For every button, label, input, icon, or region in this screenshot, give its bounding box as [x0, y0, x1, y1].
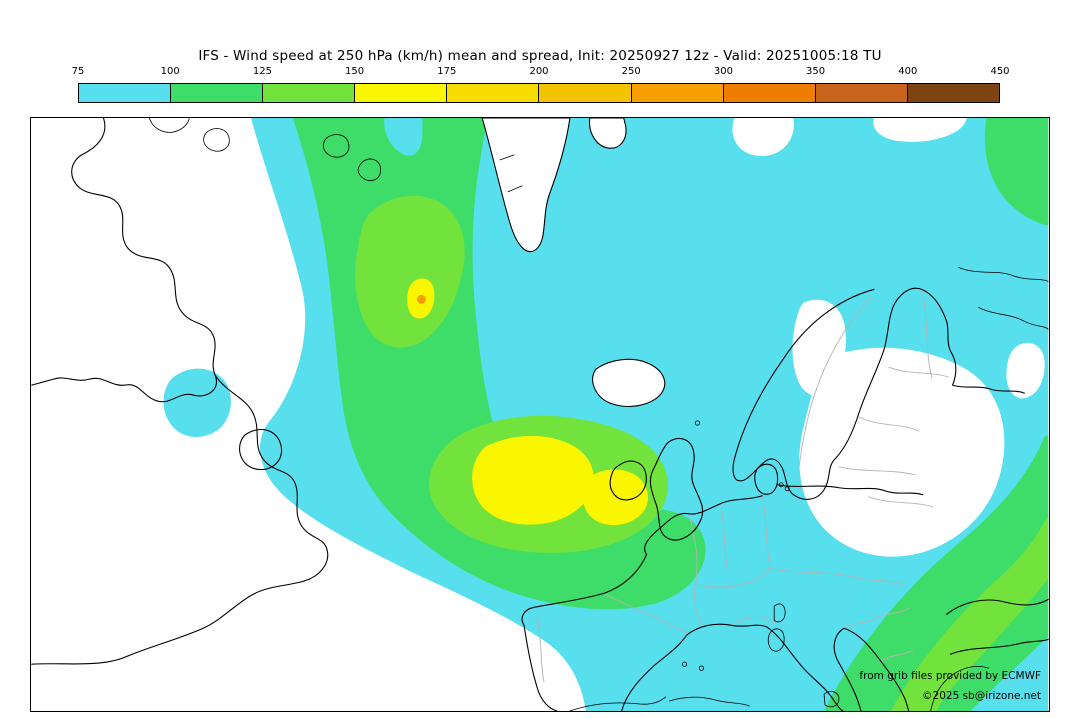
colorbar-tick-label: 450: [990, 66, 1010, 77]
coastline-hudson-bay: [31, 118, 217, 403]
border-pyrenees: [605, 593, 688, 634]
coastline-black-sea-south: [950, 638, 1049, 655]
clear-region-east-europe: [799, 347, 1005, 557]
colorbar-tick-label: 100: [160, 66, 180, 77]
colorbar-segment: [631, 84, 724, 102]
coastline-arctic-island-1: [322, 134, 350, 158]
coastline-morocco: [569, 696, 666, 711]
border-poland-ukraine: [769, 568, 904, 585]
spread-spot-orange: [416, 294, 426, 304]
coastline-kola-1: [958, 267, 1049, 282]
border-alps: [730, 616, 776, 626]
colorbar-segment: [539, 84, 632, 102]
colorbar-segment: [447, 84, 540, 102]
coastline-greenland: [481, 118, 571, 253]
clear-region-barents-west: [732, 118, 795, 157]
coastline-mediterranean-west: [621, 623, 844, 711]
coastline-black-sea-north: [946, 598, 1049, 615]
colorbar-tick-label: 400: [898, 66, 918, 77]
colorbar-tick-label: 75: [71, 66, 85, 77]
border-norway-sweden: [798, 296, 873, 468]
border-central-europe: [695, 568, 771, 588]
colorbar-tick-label: 125: [252, 66, 272, 77]
clear-region-scandinavia-inland: [792, 299, 846, 396]
attribution-source: from grib files provided by ECMWF: [859, 670, 1041, 682]
wind-region-cyan-west-atlantic: [163, 368, 231, 437]
coastline-aegean: [930, 666, 989, 711]
colorbar: 75 100 125 150 175 200 250 300 350 400 450: [72, 66, 1010, 103]
coastline-adriatic: [833, 627, 910, 711]
page-title: IFS - Wind speed at 250 hPa (km/h) mean …: [198, 48, 882, 64]
attribution-copyright: ©2025 sb@irizone.net: [922, 690, 1041, 702]
colorbar-tick-label: 200: [529, 66, 549, 77]
coastline-gulf-of-finland: [952, 384, 1025, 394]
coastline-algeria: [669, 696, 750, 707]
colorbar-segment: [171, 84, 264, 102]
jet-core-chartreuse-southeast: [890, 516, 1049, 711]
coastline-greenland-fjord-1: [499, 154, 515, 161]
clear-region-russia-small: [1006, 342, 1045, 399]
coastlines: [31, 118, 1049, 711]
coastline-arctic-island-2: [357, 158, 381, 181]
coastline-svalbard: [588, 118, 627, 149]
border-germany-east: [761, 495, 771, 569]
border-benelux-germany: [719, 503, 728, 569]
coastline-baffin-island-2: [203, 128, 230, 152]
coastline-norway-west: [732, 288, 875, 495]
colorbar-segments: [78, 83, 1000, 103]
coastline-baltic-south: [776, 484, 924, 496]
colorbar-labels: 75 100 125 150 175 200 250 300 350 400 450: [72, 66, 1010, 81]
wind-max-yellow-ireland: [582, 469, 649, 526]
coastline-greenland-fjord-2: [507, 185, 523, 193]
colorbar-tick-label: 350: [806, 66, 826, 77]
coastline-balearic-2: [698, 665, 705, 671]
jet-core-chartreuse-north: [355, 195, 465, 348]
colorbar-segment: [907, 84, 999, 102]
colorbar-segment: [723, 84, 816, 102]
border-balkans-1: [843, 607, 910, 629]
colorbar-segment: [79, 84, 172, 102]
coastline-ireland: [609, 460, 647, 501]
coastline-corsica: [773, 603, 786, 623]
coastline-great-britain: [649, 437, 704, 541]
coastline-danish-isle-2: [784, 486, 790, 492]
clear-region-barents-east: [873, 118, 967, 142]
coastline-denmark: [754, 463, 779, 495]
coastline-balearic-1: [681, 661, 688, 667]
coastline-newfoundland: [239, 428, 283, 471]
border-east-europe-3: [868, 496, 934, 508]
coastline-labrador: [31, 374, 329, 665]
coastline-iceland: [592, 358, 666, 407]
wind-max-yellow-west: [472, 435, 594, 525]
border-east-europe-1: [858, 416, 920, 432]
colorbar-segment: [263, 84, 356, 102]
colorbar-tick-label: 250: [621, 66, 641, 77]
coastline-sweden-baltic: [791, 287, 957, 500]
border-east-europe-4: [888, 366, 950, 378]
weather-map-canvas: [31, 118, 1049, 711]
colorbar-tick-label: 175: [437, 66, 457, 77]
map-frame: from grib files provided by ECMWF ©2025 …: [30, 117, 1050, 712]
coastline-sardinia: [767, 628, 785, 652]
border-balkans-2: [880, 649, 914, 662]
colorbar-segment: [355, 84, 448, 102]
colorbar-tick-label: 150: [345, 66, 365, 77]
coastline-shetland: [694, 420, 701, 426]
coastline-sicily: [823, 691, 840, 708]
border-portugal-spain: [536, 615, 545, 683]
jet-band-top-notch: [384, 118, 423, 156]
coastline-baffin-island-1: [148, 118, 190, 133]
border-finland-russia: [921, 288, 933, 378]
coastline-kola-2: [978, 306, 1049, 330]
colorbar-tick-label: 300: [713, 66, 733, 77]
wind-region-green-northeast-corner: [984, 118, 1049, 226]
border-east-europe-2: [838, 466, 916, 476]
colorbar-segment: [815, 84, 908, 102]
country-borders: [536, 288, 950, 683]
wind-field-fills: [163, 118, 1049, 711]
coastline-europe-atlantic: [521, 495, 763, 711]
